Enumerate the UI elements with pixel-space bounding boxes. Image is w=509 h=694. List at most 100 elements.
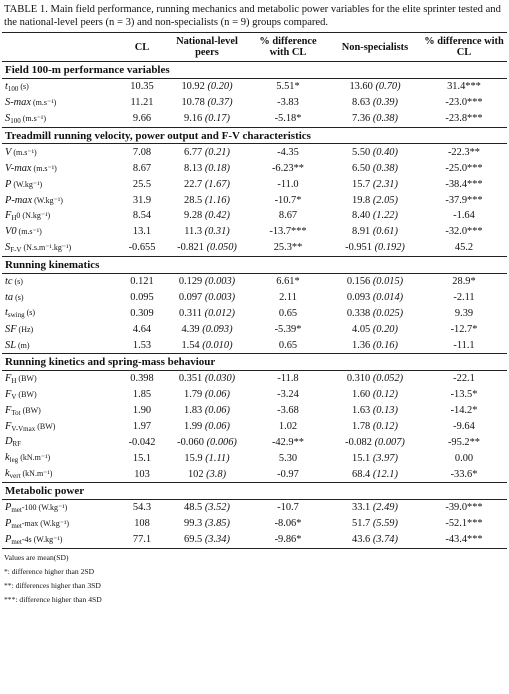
cl-value: 11.21 bbox=[130, 97, 154, 109]
difference: -22.1 bbox=[453, 373, 475, 385]
header-cell: National-level peers bbox=[167, 32, 247, 62]
unit: (Hz) bbox=[16, 324, 34, 334]
sd: (0.42) bbox=[204, 210, 230, 222]
peers-value: 9.16 (0.17) bbox=[167, 111, 247, 127]
header-row: CL National-level peers% difference with … bbox=[2, 32, 507, 62]
mean: 0.311 bbox=[179, 307, 203, 319]
mean: 0.351 bbox=[178, 373, 203, 385]
difference: 2.11 bbox=[279, 291, 297, 303]
difference: 28.9* bbox=[452, 276, 476, 288]
non-value: 8.91 (0.61) bbox=[329, 224, 421, 240]
footnote: **: differences higher than 3SD bbox=[4, 580, 101, 590]
mean: 15.7 bbox=[352, 178, 371, 190]
non-value: 1.78 (0.12) bbox=[329, 419, 421, 435]
sd: (0.093) bbox=[202, 323, 233, 335]
header-cell: % difference with CL bbox=[247, 32, 329, 62]
sd: (0.18) bbox=[204, 162, 230, 174]
sd: (0.38) bbox=[372, 162, 398, 174]
sd: (0.16) bbox=[372, 339, 398, 351]
non-value: 51.7 (5.59) bbox=[329, 516, 421, 532]
subscript: H bbox=[11, 376, 17, 385]
mean: 48.5 bbox=[184, 502, 203, 514]
difference: 0.65 bbox=[278, 339, 298, 351]
data-row: S100 (m.s⁻¹) 9.66 9.16 (0.17) -5.18* 7.36 (0… bbox=[2, 111, 507, 127]
difference: -6.23** bbox=[271, 162, 305, 174]
sd: (0.38) bbox=[372, 113, 398, 125]
difference: 8.67 bbox=[278, 210, 298, 222]
table-title: TABLE 1. Main field performance, running… bbox=[4, 4, 501, 28]
non-value: 0.156 (0.015) bbox=[329, 273, 421, 289]
unit: (m.s⁻¹) bbox=[31, 163, 57, 173]
mean: 4.39 bbox=[181, 323, 200, 335]
cl-value: 77.1 bbox=[117, 531, 167, 549]
mean: 102 bbox=[187, 468, 204, 480]
subscript: Tot bbox=[11, 408, 21, 417]
difference: 0.65 bbox=[278, 307, 298, 319]
cl-value: 1.53 bbox=[132, 339, 152, 351]
unit: (W.kg⁻¹) bbox=[32, 195, 63, 205]
cl-value: 31.9 bbox=[132, 194, 152, 206]
unit: (m.s⁻¹) bbox=[30, 98, 57, 108]
data-row: kvert (kN.m⁻¹) 103 102 (3.8) -0.97 68.4 (12.… bbox=[2, 466, 507, 482]
non-value: 5.50 (0.40) bbox=[329, 144, 421, 160]
mean: 1.63 bbox=[352, 405, 371, 417]
peers-value: 10.78 (0.37) bbox=[167, 95, 247, 111]
row-label: Pmet-100 (W.kg⁻¹) bbox=[2, 500, 117, 516]
row-label: t100 (s) bbox=[2, 78, 117, 94]
difference: 25.3** bbox=[273, 242, 303, 254]
difference: -13.7*** bbox=[269, 226, 307, 238]
cl-value: -0.042 bbox=[128, 436, 156, 448]
difference: -12.7* bbox=[450, 323, 478, 335]
unit: (s) bbox=[12, 277, 23, 287]
footnote: Values are mean(SD) bbox=[4, 552, 69, 562]
unit: -max (W.kg⁻¹) bbox=[21, 518, 70, 528]
row-label: FTot (BW) bbox=[2, 403, 117, 419]
non-value: 15.7 (2.31) bbox=[329, 176, 421, 192]
sd: (3.85) bbox=[204, 518, 230, 530]
data-row: SL (m) 1.53 1.54 (0.010) 0.65 1.36 (0.16) -11… bbox=[2, 337, 507, 353]
peers-value: 48.5 (3.52) bbox=[167, 500, 247, 516]
symbol: k bbox=[5, 468, 10, 480]
difference: 0.00 bbox=[454, 452, 474, 464]
cl-value: 0.309 bbox=[130, 307, 154, 319]
difference: -42.9** bbox=[271, 436, 305, 448]
difference: -10.7 bbox=[277, 502, 299, 514]
mean: 1.60 bbox=[352, 389, 371, 401]
unit: (s) bbox=[24, 308, 36, 318]
data-row: Pmet-max (W.kg⁻¹) 108 99.3 (3.85) -8.06* 51.… bbox=[2, 516, 507, 532]
data-row: FV (BW) 1.85 1.79 (0.06) -3.24 1.60 (0.12) -1… bbox=[2, 387, 507, 403]
subscript: met bbox=[11, 505, 22, 514]
sd: (1.67) bbox=[204, 178, 230, 190]
difference: -38.4*** bbox=[445, 178, 483, 190]
sd: (0.003) bbox=[204, 276, 236, 288]
mean: 0.129 bbox=[178, 276, 203, 288]
data-row: FTot (BW) 1.90 1.83 (0.06) -3.68 1.63 (0.13)… bbox=[2, 403, 507, 419]
difference: 5.30 bbox=[278, 452, 298, 464]
difference: -5.18* bbox=[274, 113, 302, 125]
sd: (0.012) bbox=[204, 307, 235, 319]
non-value: 7.36 (0.38) bbox=[329, 111, 421, 127]
row-label: SF-V (N.s.m⁻¹.kg⁻¹) bbox=[2, 240, 117, 256]
row-label: FH0 (N.kg⁻¹) bbox=[2, 208, 117, 224]
mean: -0.060 bbox=[177, 436, 204, 448]
difference: 9.39 bbox=[454, 307, 474, 319]
mean: 22.7 bbox=[184, 178, 203, 190]
peers-value: 0.097 (0.003) bbox=[167, 289, 247, 305]
symbol: D bbox=[5, 436, 13, 448]
sd: (0.70) bbox=[375, 81, 401, 93]
symbol: t bbox=[5, 80, 8, 92]
row-label: FV (BW) bbox=[2, 387, 117, 403]
subscript: RF bbox=[12, 440, 22, 449]
non-value: 0.093 (0.014) bbox=[329, 289, 421, 305]
section-title: Running kinematics bbox=[2, 255, 507, 274]
peers-value: 15.9 (1.11) bbox=[167, 450, 247, 466]
mean: 9.16 bbox=[184, 113, 203, 125]
subscript: swing bbox=[7, 311, 25, 320]
mean: 0.097 bbox=[178, 291, 203, 303]
peers-value: 6.77 (0.21) bbox=[167, 144, 247, 160]
symbol: V0 bbox=[5, 226, 17, 238]
section-row: Field 100-m performance variables bbox=[2, 61, 507, 79]
table-body: Field 100-m performance variables t100 (s… bbox=[2, 61, 507, 549]
mean: 11.3 bbox=[184, 226, 203, 238]
sd: (0.050) bbox=[206, 242, 237, 254]
